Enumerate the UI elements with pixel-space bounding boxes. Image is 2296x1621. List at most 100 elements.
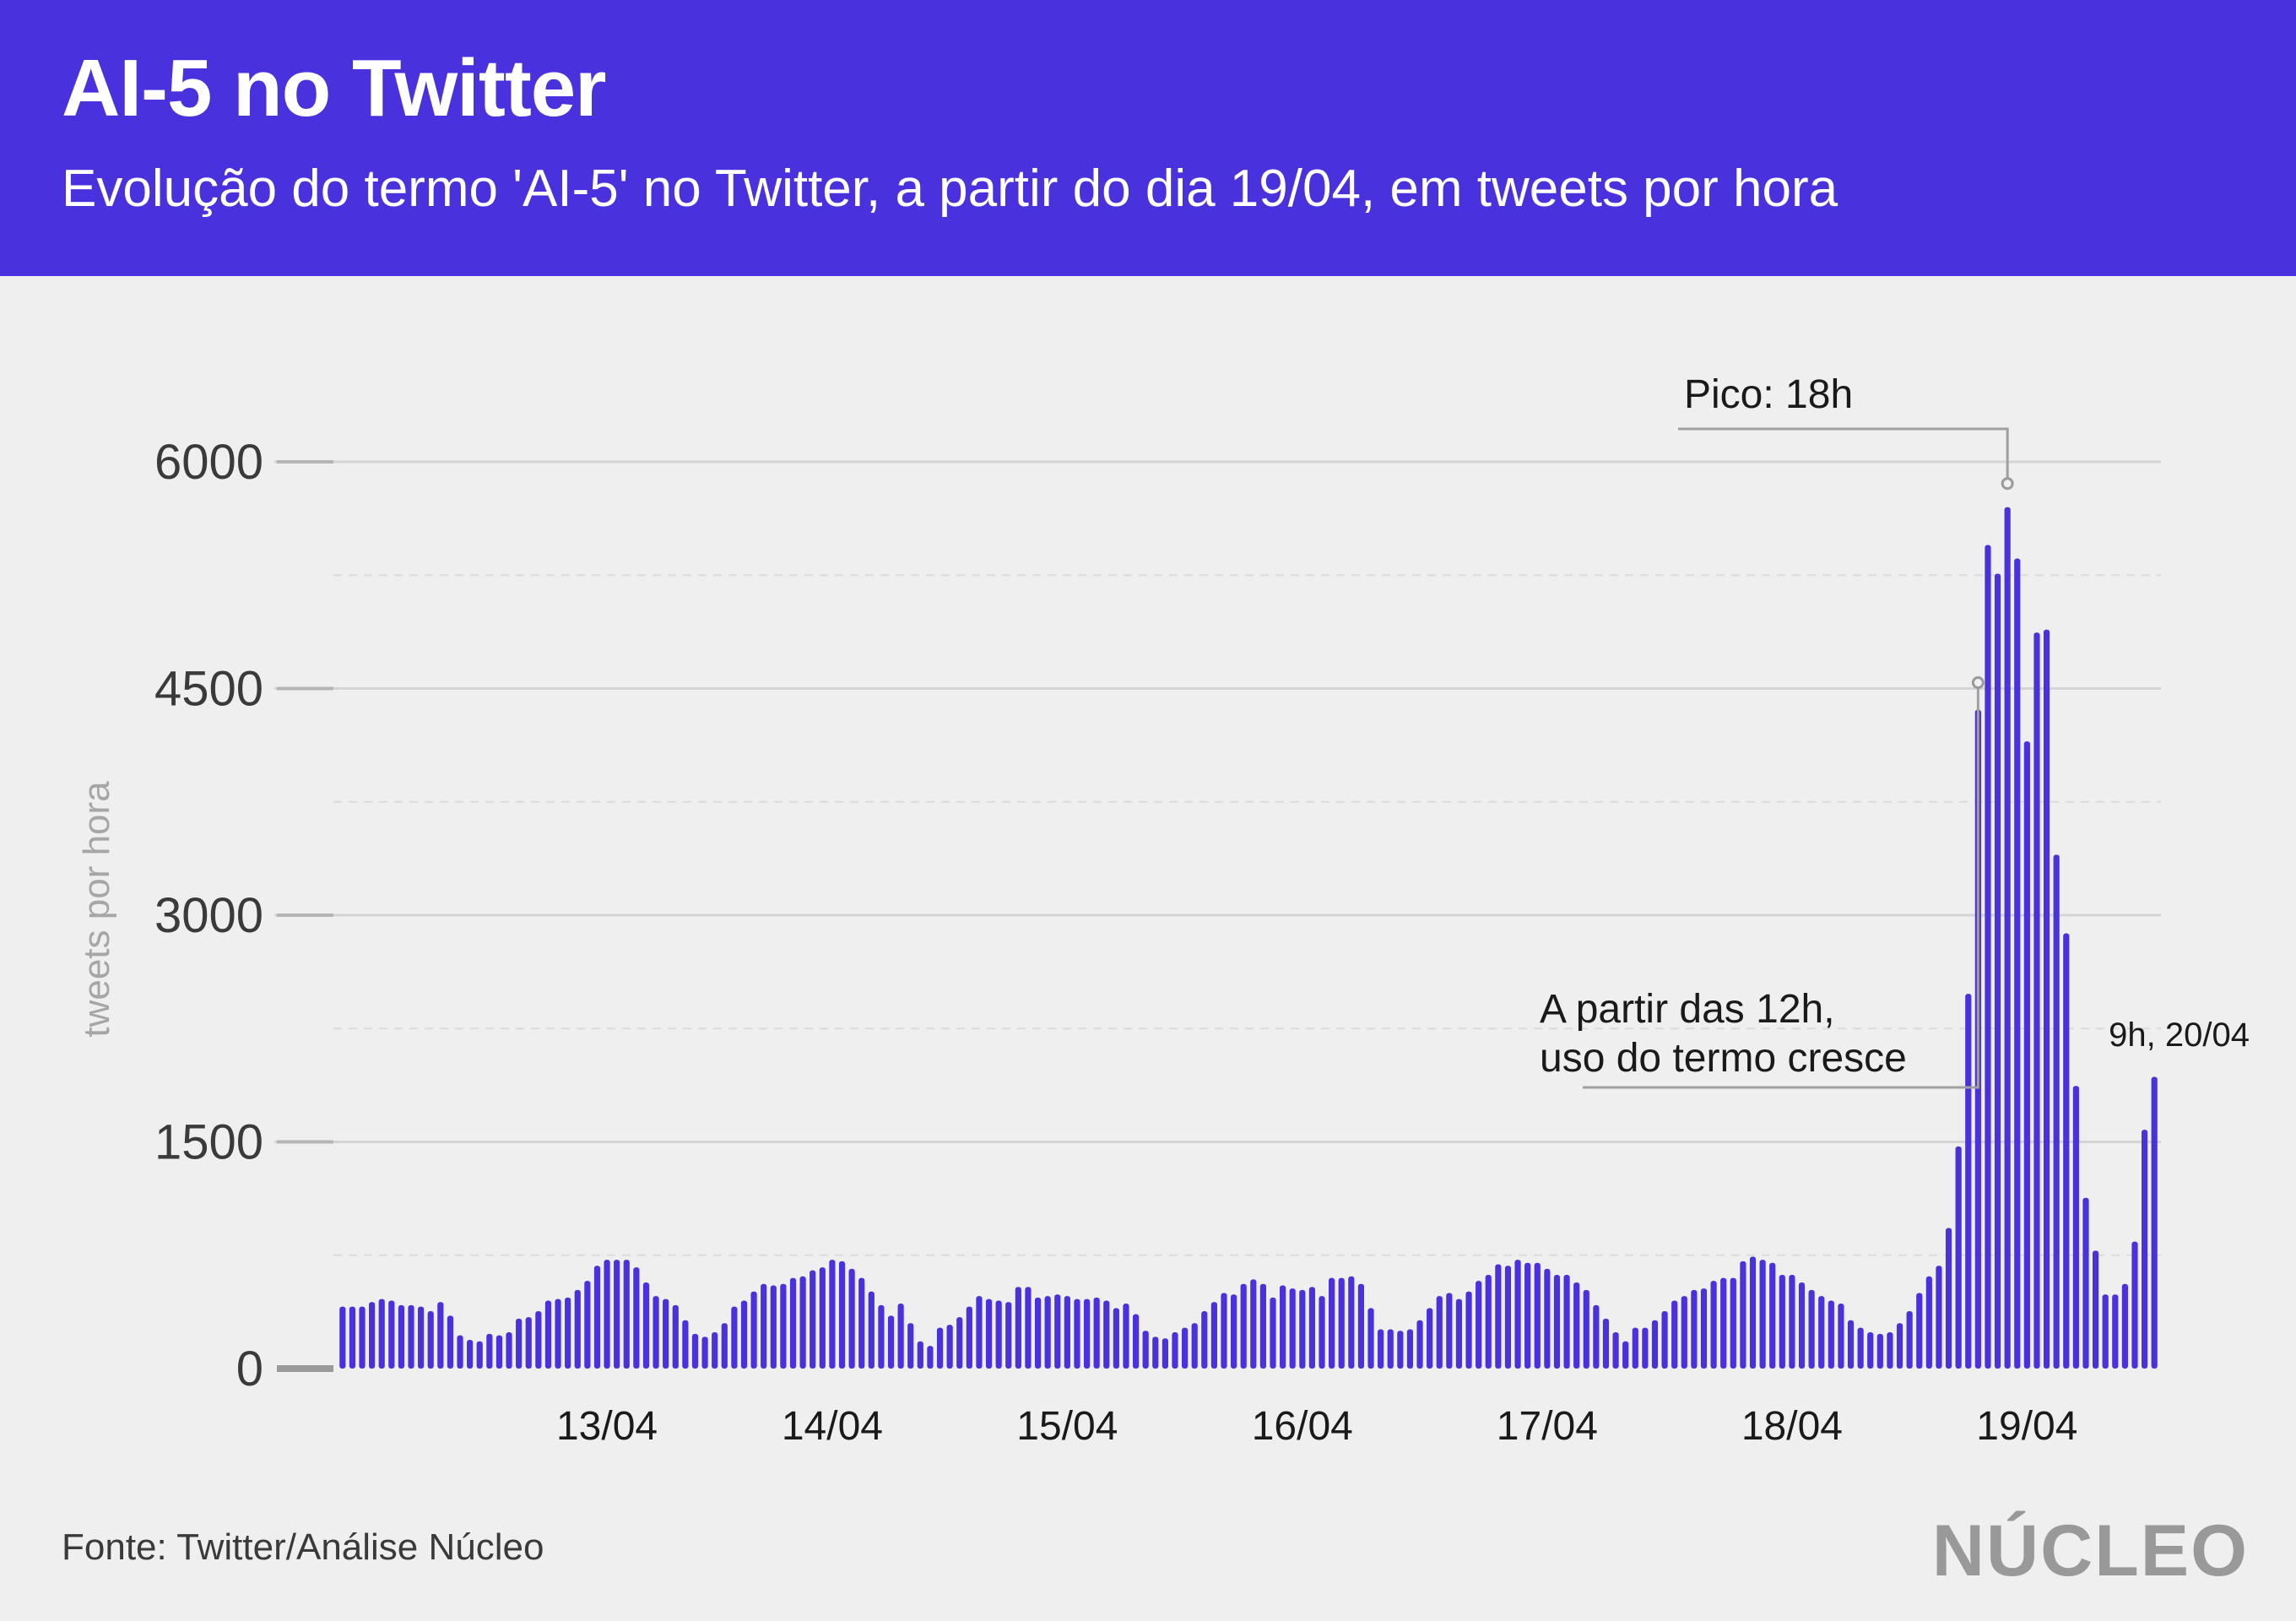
- bar: [369, 1302, 376, 1369]
- bar: [1994, 573, 2001, 1369]
- y-tick-label: 1500: [154, 1115, 263, 1170]
- bar: [476, 1341, 483, 1369]
- bar: [1416, 1320, 1423, 1369]
- bar: [1612, 1332, 1619, 1369]
- bar: [761, 1283, 767, 1369]
- bar: [1524, 1262, 1531, 1369]
- bar: [1955, 1146, 1962, 1369]
- bar: [966, 1306, 972, 1369]
- bar: [985, 1298, 993, 1369]
- nucleo-logo: NÚCLEO: [1931, 1510, 2249, 1591]
- bar: [1123, 1304, 1129, 1369]
- bar: [1553, 1275, 1561, 1369]
- bar: [1397, 1331, 1404, 1369]
- bar: [1378, 1329, 1384, 1369]
- bar: [976, 1296, 983, 1369]
- bar: [1064, 1296, 1070, 1369]
- bar: [907, 1323, 914, 1369]
- bar: [633, 1267, 640, 1369]
- bar: [544, 1300, 552, 1369]
- bar: [398, 1304, 405, 1369]
- bar: [2102, 1294, 2109, 1369]
- bar: [1828, 1300, 1834, 1369]
- bar: [2112, 1294, 2119, 1369]
- bar: [388, 1300, 395, 1369]
- bar: [829, 1260, 836, 1369]
- bar: [467, 1339, 474, 1369]
- bar: [1876, 1333, 1883, 1369]
- annotation-growth-leader: [1583, 682, 1979, 1089]
- bar: [418, 1306, 425, 1369]
- bar: [1221, 1293, 1227, 1369]
- bar: [1749, 1256, 1757, 1369]
- bar: [1710, 1281, 1717, 1369]
- bar: [731, 1306, 738, 1369]
- bar: [1191, 1323, 1198, 1369]
- bar: [1965, 994, 1972, 1369]
- bar: [555, 1298, 561, 1369]
- bar: [614, 1260, 620, 1369]
- bar: [1916, 1293, 1923, 1369]
- header-banner: AI-5 no Twitter Evolução do termo 'AI-5'…: [0, 0, 2296, 276]
- bar: [799, 1276, 806, 1369]
- bar: [1259, 1283, 1266, 1369]
- bar: [1172, 1332, 1178, 1369]
- annotation-growth-line: A partir das 12h,: [1540, 987, 1835, 1032]
- bar: [1681, 1296, 1687, 1369]
- bar: [1740, 1260, 1746, 1369]
- bar: [1210, 1302, 1217, 1369]
- bar: [1651, 1320, 1659, 1369]
- bar: [2082, 1197, 2089, 1369]
- x-tick-label: 19/04: [1976, 1404, 2077, 1449]
- bar: [672, 1304, 679, 1369]
- bar: [789, 1277, 797, 1369]
- bar: [2043, 629, 2050, 1369]
- bar: [1642, 1327, 1649, 1369]
- x-tick-label: 13/04: [556, 1404, 658, 1449]
- bar: [1015, 1287, 1021, 1369]
- y-axis: 0 1500 3000 4500 6000: [154, 435, 333, 1396]
- bar: [1319, 1296, 1325, 1369]
- bar: [691, 1333, 699, 1369]
- bar: [838, 1260, 846, 1369]
- bar: [1044, 1296, 1051, 1369]
- y-axis-label: tweets por hora: [76, 781, 117, 1038]
- bar: [1867, 1332, 1874, 1369]
- bar: [1093, 1297, 1100, 1369]
- bar: [2121, 1283, 2128, 1369]
- bar: [525, 1317, 532, 1369]
- bar: [848, 1268, 855, 1369]
- bar: [1152, 1336, 1159, 1369]
- bar: [623, 1260, 630, 1369]
- bar: [721, 1323, 728, 1369]
- bar: [780, 1283, 787, 1369]
- bar: [956, 1317, 963, 1369]
- bar: [1534, 1262, 1541, 1369]
- bar: [642, 1282, 650, 1369]
- bar: [1289, 1288, 1296, 1369]
- bar: [359, 1306, 366, 1369]
- annotation-peak: Pico: 18h: [1684, 372, 1853, 417]
- annotation-growth-marker: [1971, 676, 1985, 690]
- bar: [2063, 933, 2070, 1369]
- bar: [1730, 1277, 1736, 1369]
- bar: [2053, 854, 2060, 1369]
- bar: [1798, 1282, 1806, 1369]
- bar: [506, 1332, 512, 1369]
- x-tick-label: 17/04: [1497, 1404, 1598, 1449]
- bar: [1563, 1275, 1570, 1369]
- bar: [1455, 1298, 1463, 1369]
- bar: [1270, 1297, 1276, 1369]
- bar: [535, 1310, 542, 1369]
- bar: [1632, 1327, 1638, 1369]
- bar: [486, 1333, 493, 1369]
- bar: [1495, 1264, 1502, 1369]
- bar: [770, 1285, 777, 1369]
- annotation-growth-line: uso do termo cresce: [1540, 1036, 1907, 1081]
- bar: [1769, 1262, 1776, 1369]
- bar: [447, 1315, 454, 1369]
- chart-title: AI-5 no Twitter: [62, 43, 607, 133]
- bar: [1250, 1279, 1257, 1369]
- y-tick-label: 3000: [154, 888, 263, 943]
